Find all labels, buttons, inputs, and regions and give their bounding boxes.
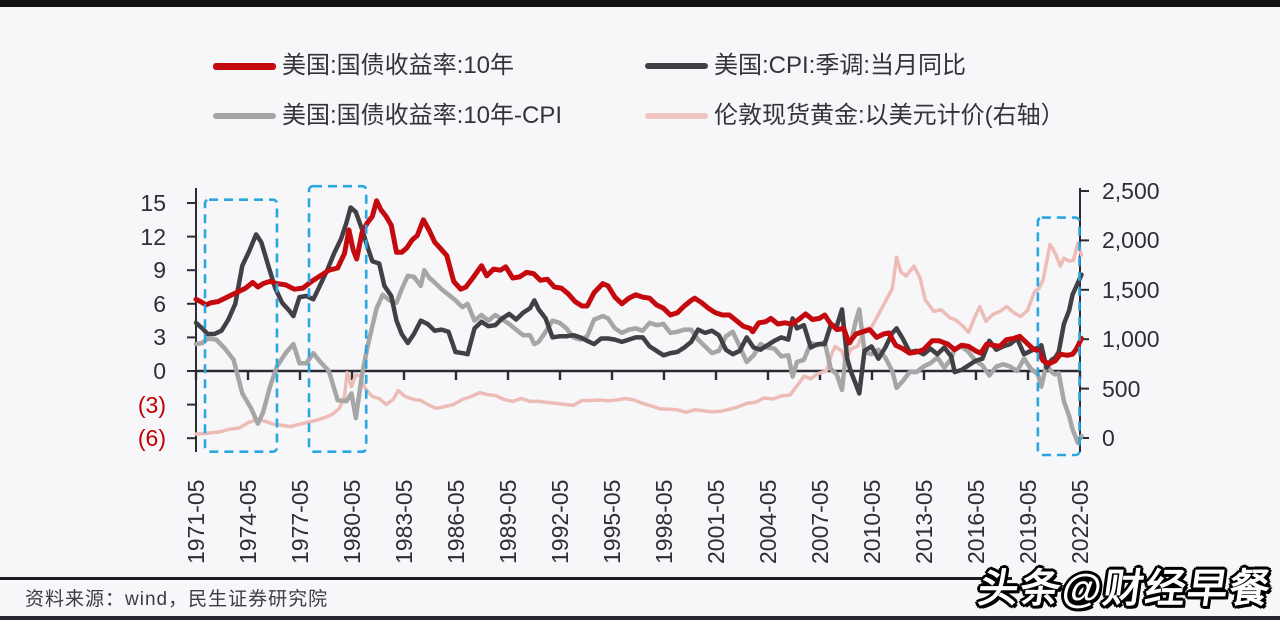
- legend-label: 伦敦现货黄金:以美元计价(右轴）: [714, 102, 1065, 129]
- series-line: [194, 241, 1084, 436]
- top-border-bar: [0, 0, 1280, 7]
- y-left-tick-label: 12: [140, 223, 166, 250]
- x-tick-label: 2010-05: [858, 479, 885, 564]
- x-tick-label: 1989-05: [494, 479, 521, 564]
- legend-item-treasury-yield: 美国:国债收益率:10年: [213, 53, 514, 79]
- y-left-tick-label: 15: [140, 190, 166, 216]
- legend-item-cpi: 美国:CPI:季调:当月同比: [645, 53, 966, 79]
- x-tick-label: 2001-05: [702, 479, 729, 564]
- x-tick-label: 2022-05: [1066, 479, 1093, 564]
- y-left-tick-label: 6: [153, 290, 166, 317]
- x-tick-label: 1998-05: [650, 479, 677, 564]
- y-left-tick-label: (3): [137, 391, 166, 418]
- legend-item-real-yield: 美国:国债收益率:10年-CPI: [213, 103, 562, 129]
- x-tick-label: 1980-05: [338, 479, 365, 564]
- highlight-box: [1036, 216, 1081, 457]
- bottom-border-line: [0, 616, 1280, 620]
- legend-swatch-dark-line: [645, 63, 708, 69]
- y-right-tick-label: 2,500: [1102, 178, 1160, 204]
- x-tick-label: 1971-05: [183, 479, 209, 564]
- legend-item-gold: 伦敦现货黄金:以美元计价(右轴）: [645, 103, 1065, 129]
- y-left-tick-label: 3: [153, 324, 166, 351]
- footer-divider-line: [0, 577, 1012, 580]
- highlight-box: [203, 198, 279, 453]
- legend-swatch-red-line: [213, 62, 276, 70]
- series-line: [193, 198, 1084, 367]
- legend-swatch-gray-line: [213, 113, 276, 119]
- legend-swatch-pink-line: [645, 113, 708, 119]
- x-tick-label: 2004-05: [754, 479, 781, 564]
- y-right-tick-label: 1,500: [1102, 276, 1160, 303]
- watermark: 头条@财经早餐: [975, 567, 1275, 611]
- x-tick-label: 2016-05: [962, 479, 989, 564]
- x-tick-label: 1983-05: [390, 479, 417, 564]
- x-tick-label: 2007-05: [806, 479, 833, 564]
- y-left-tick-label: (6): [137, 425, 166, 452]
- y-left-tick-label: 0: [153, 358, 166, 384]
- source-note: 资料来源：wind，民生证券研究院: [25, 589, 329, 610]
- x-tick-label: 1977-05: [286, 479, 313, 564]
- y-right-tick-label: 0: [1102, 425, 1115, 451]
- legend-label: 美国:国债收益率:10年: [282, 52, 515, 79]
- x-tick-label: 1986-05: [442, 479, 469, 564]
- x-tick-label: 1995-05: [598, 479, 625, 564]
- legend-label: 美国:CPI:季调:当月同比: [714, 52, 967, 79]
- x-tick-label: 2019-05: [1014, 479, 1041, 564]
- y-right-tick-label: 2,000: [1102, 227, 1160, 254]
- highlight-box: [307, 184, 368, 453]
- x-tick-label: 1974-05: [234, 479, 261, 564]
- y-right-tick-label: 500: [1102, 375, 1141, 402]
- x-tick-label: 1992-05: [546, 479, 573, 564]
- y-right-tick-label: 1,000: [1102, 326, 1160, 353]
- legend-label: 美国:国债收益率:10年-CPI: [282, 102, 563, 129]
- y-left-tick-label: 9: [153, 257, 166, 284]
- x-tick-label: 2013-05: [910, 479, 937, 564]
- series-line: [193, 205, 1084, 396]
